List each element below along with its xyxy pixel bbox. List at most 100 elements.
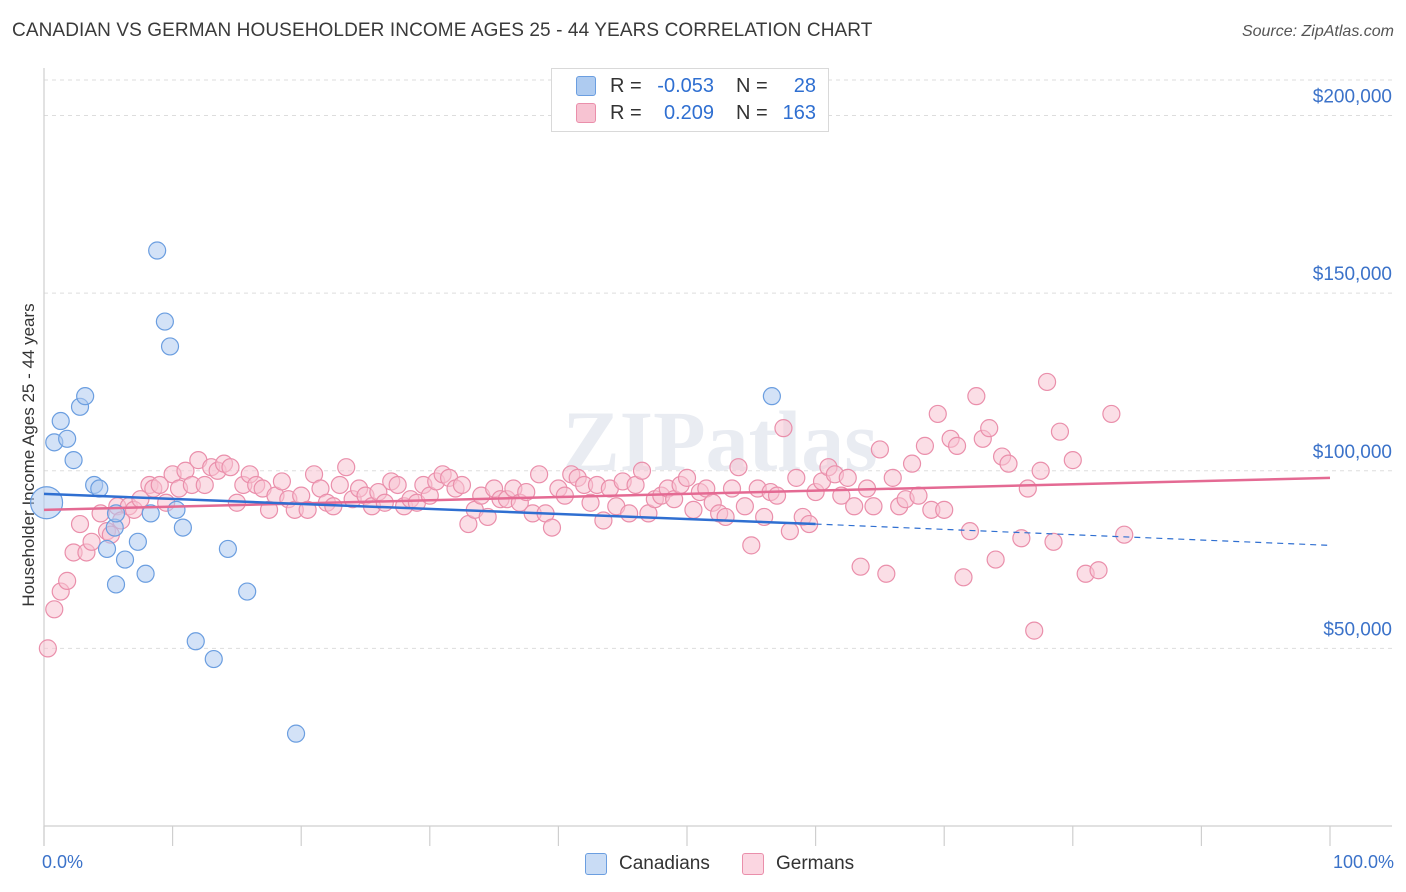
german-point[interactable] — [722, 479, 742, 498]
german-point[interactable] — [1050, 422, 1070, 441]
german-point[interactable] — [909, 486, 928, 505]
german-point[interactable] — [774, 419, 793, 438]
canadian-point[interactable] — [148, 241, 167, 260]
german-point[interactable] — [82, 532, 101, 551]
canadian-point[interactable] — [90, 479, 109, 498]
german-point[interactable] — [954, 568, 973, 587]
german-point[interactable] — [832, 486, 851, 505]
german-point[interactable] — [388, 475, 407, 495]
canadian-point[interactable] — [204, 649, 223, 669]
german-point[interactable] — [1089, 561, 1108, 580]
german-point[interactable] — [742, 536, 761, 555]
canadian-point[interactable] — [762, 387, 781, 406]
german-point[interactable] — [1018, 479, 1037, 498]
german-point[interactable] — [870, 440, 890, 459]
german-point[interactable] — [967, 387, 986, 406]
canadian-point[interactable] — [173, 518, 192, 537]
canadian-point[interactable] — [186, 632, 205, 651]
canadians-points — [29, 241, 781, 743]
german-point[interactable] — [787, 468, 806, 487]
german-point[interactable] — [915, 436, 935, 455]
german-point[interactable] — [45, 600, 64, 619]
german-point[interactable] — [780, 522, 799, 541]
y-tick-label: $50,000 — [1323, 619, 1392, 640]
canadians-legend-label: Canadians — [619, 853, 710, 874]
canadian-point[interactable] — [155, 312, 174, 331]
german-point[interactable] — [877, 564, 896, 583]
r-label: R = — [610, 74, 642, 97]
german-point[interactable] — [452, 475, 472, 495]
german-point[interactable] — [677, 468, 697, 487]
german-point[interactable] — [581, 493, 600, 512]
canadian-point[interactable] — [106, 575, 126, 594]
canadian-point[interactable] — [115, 550, 135, 569]
x-tick-label-max: 100.0% — [1332, 852, 1394, 872]
german-point[interactable] — [530, 465, 549, 484]
canadian-point[interactable] — [29, 486, 64, 520]
canadian-point[interactable] — [58, 429, 77, 448]
canadian-point[interactable] — [51, 411, 70, 431]
german-point[interactable] — [221, 458, 240, 477]
legend-item-germans[interactable]: Germans — [742, 853, 854, 875]
german-point[interactable] — [735, 497, 754, 516]
german-point[interactable] — [947, 436, 967, 455]
german-point[interactable] — [716, 507, 735, 527]
german-point[interactable] — [767, 486, 787, 505]
canadian-point[interactable] — [76, 387, 95, 406]
canadian-point[interactable] — [160, 337, 180, 356]
canadian-point[interactable] — [97, 539, 117, 559]
german-point[interactable] — [272, 472, 292, 491]
canadian-point[interactable] — [167, 500, 186, 519]
german-point[interactable] — [1031, 461, 1050, 480]
german-point[interactable] — [1037, 372, 1057, 392]
german-point[interactable] — [845, 497, 864, 516]
german-point[interactable] — [1044, 532, 1063, 551]
german-point[interactable] — [864, 497, 883, 516]
canadian-point[interactable] — [218, 539, 237, 559]
canadian-point[interactable] — [64, 451, 83, 470]
german-point[interactable] — [298, 500, 317, 519]
german-point[interactable] — [517, 482, 536, 502]
german-point[interactable] — [195, 475, 214, 495]
german-point[interactable] — [902, 454, 922, 473]
german-point[interactable] — [838, 468, 857, 487]
german-point[interactable] — [928, 404, 947, 424]
german-point[interactable] — [1102, 404, 1121, 424]
german-point[interactable] — [632, 461, 652, 480]
german-point[interactable] — [542, 518, 562, 537]
german-point[interactable] — [1012, 529, 1031, 548]
legend-row-germans: R = 0.209 N = 163 — [576, 100, 816, 126]
canadian-point[interactable] — [128, 532, 147, 551]
germans-swatch — [576, 103, 596, 123]
r-value: 0.209 — [663, 101, 714, 124]
german-point[interactable] — [1025, 621, 1044, 640]
german-point[interactable] — [478, 507, 497, 527]
german-point[interactable] — [935, 500, 954, 519]
canadian-point[interactable] — [238, 582, 257, 601]
german-point[interactable] — [980, 419, 999, 438]
german-point[interactable] — [1063, 451, 1082, 470]
german-point[interactable] — [960, 522, 980, 541]
german-point[interactable] — [38, 639, 57, 658]
german-point[interactable] — [620, 504, 639, 523]
german-point[interactable] — [883, 468, 902, 487]
german-point[interactable] — [330, 475, 349, 495]
canadian-point[interactable] — [141, 504, 160, 523]
canadian-point[interactable] — [136, 564, 155, 583]
canadians-trend-line — [43, 492, 816, 526]
german-point[interactable] — [851, 557, 870, 576]
german-point[interactable] — [729, 458, 748, 477]
german-point[interactable] — [70, 514, 90, 534]
canadian-point[interactable] — [286, 724, 306, 743]
german-point[interactable] — [1115, 525, 1134, 544]
n-value: 28 — [793, 74, 816, 97]
german-point[interactable] — [999, 454, 1018, 473]
german-point[interactable] — [150, 475, 169, 495]
german-point[interactable] — [337, 458, 356, 477]
legend-item-canadians[interactable]: Canadians — [585, 853, 710, 875]
german-point[interactable] — [58, 571, 77, 590]
legend-row-canadians: R = -0.053 N = 28 — [576, 73, 816, 99]
german-point[interactable] — [986, 550, 1005, 569]
germans-legend-swatch — [742, 853, 764, 875]
german-point[interactable] — [684, 500, 703, 519]
